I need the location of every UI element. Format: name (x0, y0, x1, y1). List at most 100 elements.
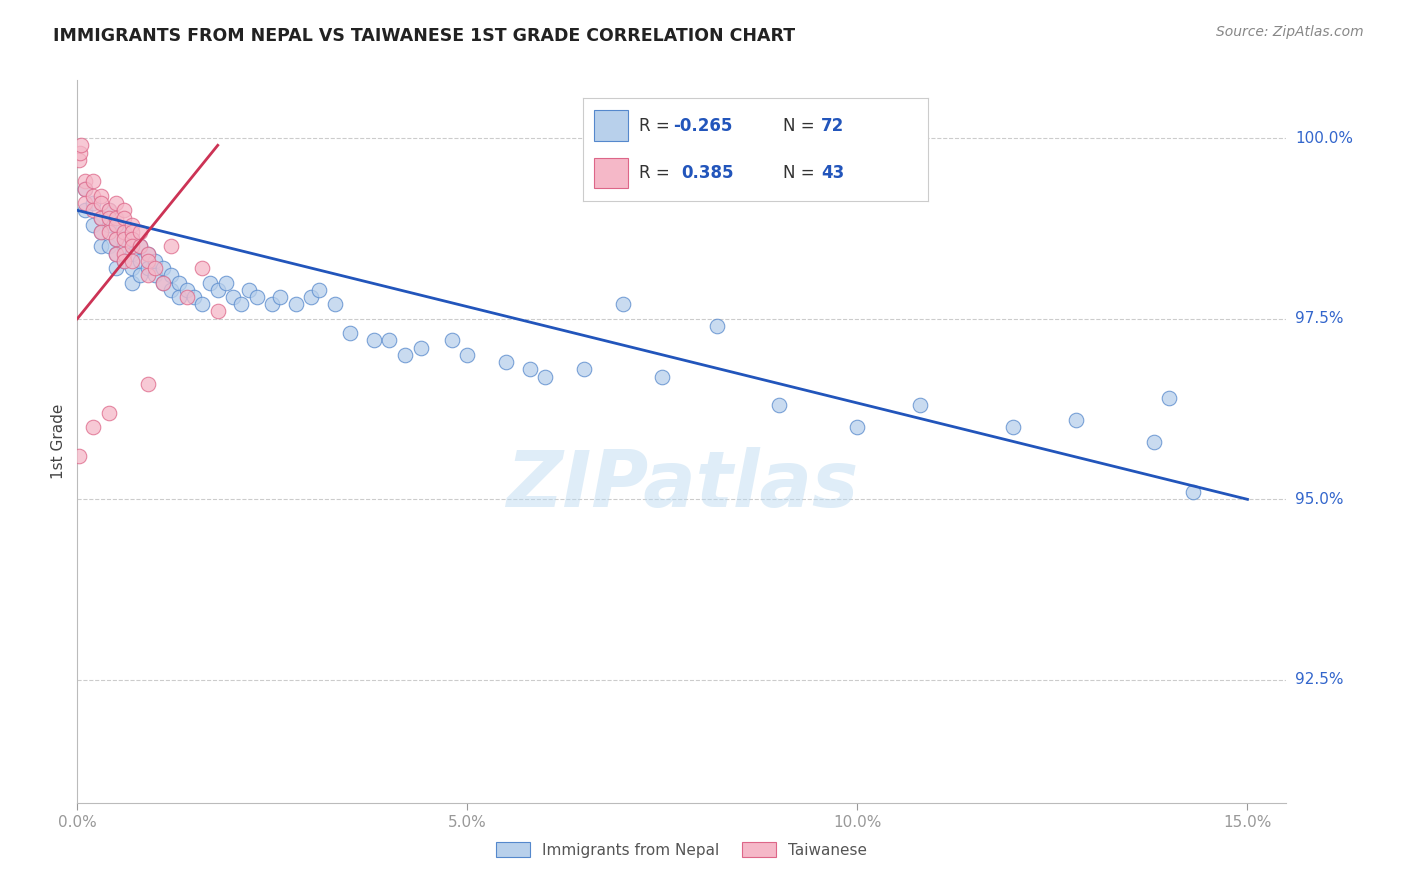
Point (90, 225, 112, 239)
Point (121, 246, 143, 260)
Point (214, 276, 236, 290)
Point (112, 246, 135, 260)
Point (90, 189, 112, 203)
Point (136, 261, 159, 276)
Point (112, 225, 135, 239)
Point (105, 261, 128, 276)
Legend: Immigrants from Nepal, Taiwanese: Immigrants from Nepal, Taiwanese (491, 836, 873, 863)
Point (128, 253, 150, 268)
Point (90, 211, 112, 225)
Point (82, 189, 104, 203)
Point (160, 283, 183, 297)
Point (75, 174, 97, 188)
Text: Source: ZipAtlas.com: Source: ZipAtlas.com (1216, 25, 1364, 39)
Point (231, 297, 253, 311)
Point (167, 290, 190, 304)
Point (238, 283, 260, 297)
Point (97, 225, 120, 239)
Text: 0.385: 0.385 (682, 164, 734, 182)
Point (152, 261, 174, 276)
Point (90, 225, 112, 239)
Text: ZIPatlas: ZIPatlas (506, 447, 858, 523)
Point (112, 203, 135, 218)
Y-axis label: 1st Grade: 1st Grade (51, 404, 66, 479)
Point (97, 203, 120, 218)
Point (112, 232, 135, 246)
Point (176, 283, 198, 297)
Point (105, 196, 128, 211)
Point (207, 283, 229, 297)
Point (105, 246, 128, 260)
Point (128, 268, 150, 283)
Point (363, 334, 385, 348)
Point (152, 276, 174, 290)
Text: 95.0%: 95.0% (1295, 491, 1343, 507)
Point (121, 239, 143, 253)
Point (136, 376, 159, 391)
Text: -0.265: -0.265 (673, 117, 733, 135)
Point (191, 297, 214, 311)
Point (136, 246, 159, 260)
Point (191, 261, 214, 276)
Point (75, 181, 97, 195)
Point (112, 239, 135, 253)
Point (394, 348, 416, 362)
Point (128, 239, 150, 253)
Point (75, 203, 97, 218)
Point (456, 348, 478, 362)
Point (82, 420, 104, 434)
Point (176, 290, 198, 304)
Point (105, 232, 128, 246)
Point (323, 297, 346, 311)
Text: R =: R = (638, 164, 681, 182)
Point (97, 406, 120, 420)
Point (136, 268, 159, 283)
Point (378, 334, 401, 348)
Point (222, 290, 245, 304)
Point (269, 290, 291, 304)
Point (121, 261, 143, 276)
Text: N =: N = (783, 164, 820, 182)
Point (97, 203, 120, 218)
Point (143, 253, 166, 268)
Text: IMMIGRANTS FROM NEPAL VS TAIWANESE 1ST GRADE CORRELATION CHART: IMMIGRANTS FROM NEPAL VS TAIWANESE 1ST G… (53, 27, 796, 45)
Point (299, 290, 322, 304)
Point (152, 276, 174, 290)
Point (1181, 485, 1204, 500)
Point (198, 276, 221, 290)
Point (105, 218, 128, 232)
Text: 97.5%: 97.5% (1295, 311, 1343, 326)
Point (284, 297, 307, 311)
Point (136, 253, 159, 268)
Point (97, 218, 120, 232)
Point (768, 398, 790, 412)
Text: 43: 43 (821, 164, 845, 182)
Point (121, 218, 143, 232)
Point (105, 232, 128, 246)
Point (112, 211, 135, 225)
Point (112, 253, 135, 268)
Bar (593, 158, 628, 188)
Point (908, 398, 931, 412)
Point (75, 181, 97, 195)
Point (90, 239, 112, 253)
Point (143, 268, 166, 283)
Point (183, 290, 205, 304)
Point (128, 239, 150, 253)
Point (67, 153, 90, 167)
Point (339, 326, 361, 340)
Point (105, 218, 128, 232)
Text: 100.0%: 100.0% (1295, 130, 1353, 145)
Point (207, 304, 229, 318)
Point (128, 225, 150, 239)
Point (97, 211, 120, 225)
Point (70, 138, 93, 153)
Point (1064, 413, 1087, 427)
Point (90, 211, 112, 225)
Point (136, 246, 159, 260)
Point (1159, 391, 1181, 405)
Point (105, 246, 128, 260)
Point (82, 203, 104, 218)
Point (246, 290, 269, 304)
Point (160, 239, 183, 253)
